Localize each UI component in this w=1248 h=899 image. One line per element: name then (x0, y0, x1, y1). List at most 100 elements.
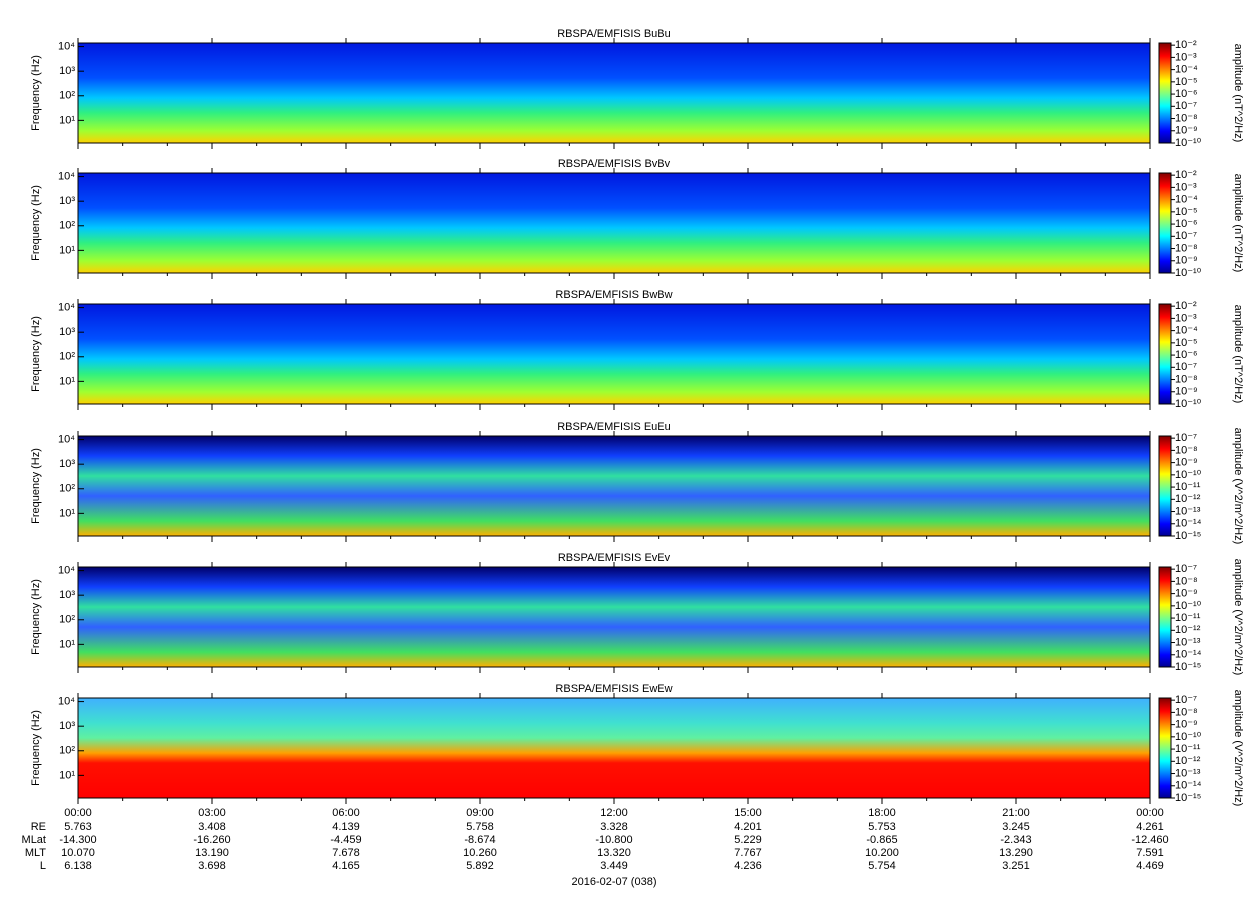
ephemeris-value: 13.320 (597, 847, 631, 859)
colorbar-label: amplitude (nT^2/Hz) (1232, 305, 1244, 404)
colorbar (1158, 42, 1172, 144)
ephemeris-value: 7.767 (734, 847, 762, 859)
colorbar-tick-label: 10⁻² (1175, 169, 1197, 181)
panel-title: RBSPA/EMFISIS BwBw (555, 289, 672, 301)
spectrogram (78, 567, 1150, 667)
ephemeris-value: 5.758 (466, 821, 494, 833)
colorbar-tick-label: 10⁻¹⁰ (1175, 267, 1202, 279)
y-tick-label: 10³ (59, 720, 75, 732)
colorbar-tick-label: 10⁻³ (1175, 51, 1197, 63)
ephemeris-label: L (40, 860, 46, 872)
colorbar-tick-label: 10⁻⁷ (1175, 230, 1197, 242)
colorbar-tick-label: 10⁻¹² (1175, 624, 1201, 636)
y-axis-label: Frequency (Hz) (30, 55, 42, 131)
spectrogram (78, 698, 1150, 798)
ephemeris-value: -16.260 (193, 834, 230, 846)
colorbar-tick-label: 10⁻¹⁰ (1175, 398, 1202, 410)
y-tick-label: 10⁴ (58, 433, 75, 445)
colorbar-tick-label: 10⁻¹⁴ (1175, 518, 1202, 530)
colorbar-tick-label: 10⁻⁸ (1175, 373, 1198, 385)
ephemeris-value: 5.763 (64, 821, 92, 833)
y-tick-label: 10² (59, 351, 75, 363)
colorbar-tick-label: 10⁻⁸ (1175, 112, 1198, 124)
colorbar-tick-label: 10⁻¹³ (1175, 505, 1201, 517)
colorbar-tick-label: 10⁻⁸ (1175, 706, 1198, 718)
colorbar-tick-label: 10⁻¹² (1175, 755, 1201, 767)
ephemeris-value: 4.236 (734, 860, 762, 872)
colorbar-tick-label: 10⁻¹⁴ (1175, 649, 1202, 661)
colorbar-tick-label: 10⁻⁷ (1175, 694, 1197, 706)
ephemeris-value: -0.865 (866, 834, 897, 846)
ephemeris-value: -12.460 (1131, 834, 1168, 846)
ephemeris-value: 4.261 (1136, 821, 1164, 833)
ephemeris-value: 10.260 (463, 847, 497, 859)
panel-title: RBSPA/EMFISIS BvBv (558, 158, 671, 170)
spectrogram (78, 43, 1150, 143)
ephemeris-value: 4.139 (332, 821, 360, 833)
colorbar-tick-label: 10⁻¹⁴ (1175, 780, 1202, 792)
colorbar-tick-label: 10⁻⁴ (1175, 64, 1198, 76)
colorbar-tick-label: 10⁻⁹ (1175, 386, 1198, 398)
y-tick-label: 10² (59, 483, 75, 495)
ephemeris-value: 13.290 (999, 847, 1033, 859)
x-tick-label: 18:00 (868, 807, 896, 819)
colorbar-tick-label: 10⁻⁶ (1175, 349, 1198, 361)
colorbar-tick-label: 10⁻⁹ (1175, 588, 1198, 600)
colorbar-tick-label: 10⁻¹⁰ (1175, 600, 1202, 612)
colorbar-tick-label: 10⁻¹³ (1175, 767, 1201, 779)
ephemeris-value: 3.408 (198, 821, 226, 833)
colorbar (1158, 303, 1172, 405)
y-axis-label: Frequency (Hz) (30, 316, 42, 392)
colorbar-tick-label: 10⁻⁷ (1175, 432, 1197, 444)
y-tick-label: 10² (59, 90, 75, 102)
ephemeris-value: -8.674 (464, 834, 495, 846)
ephemeris-value: 13.190 (195, 847, 229, 859)
ephemeris-value: 3.245 (1002, 821, 1030, 833)
colorbar-tick-label: 10⁻¹⁵ (1175, 530, 1201, 542)
ephemeris-label: MLat (22, 834, 46, 846)
colorbar-label: amplitude (V^2/m^2/Hz) (1232, 690, 1244, 807)
colorbar (1158, 172, 1172, 274)
y-tick-label: 10³ (59, 65, 75, 77)
colorbar-tick-label: 10⁻⁹ (1175, 457, 1198, 469)
colorbar-tick-label: 10⁻¹¹ (1175, 481, 1201, 493)
ephemeris-value: 3.328 (600, 821, 628, 833)
y-axis-label: Frequency (Hz) (30, 579, 42, 655)
panel-title: RBSPA/EMFISIS EuEu (557, 421, 671, 433)
y-tick-label: 10¹ (59, 375, 75, 387)
colorbar-tick-label: 10⁻⁶ (1175, 88, 1198, 100)
date-label: 2016-02-07 (038) (571, 876, 656, 888)
y-axis-label: Frequency (Hz) (30, 185, 42, 261)
ephemeris-value: 4.201 (734, 821, 762, 833)
colorbar-tick-label: 10⁻⁸ (1175, 242, 1198, 254)
colorbar-tick-label: 10⁻¹⁰ (1175, 469, 1202, 481)
y-tick-label: 10¹ (59, 507, 75, 519)
colorbar-tick-label: 10⁻⁷ (1175, 100, 1197, 112)
x-tick-label: 21:00 (1002, 807, 1030, 819)
colorbar-tick-label: 10⁻⁴ (1175, 325, 1198, 337)
y-tick-label: 10² (59, 745, 75, 757)
colorbar-label: amplitude (nT^2/Hz) (1232, 44, 1244, 143)
ephemeris-value: 5.229 (734, 834, 762, 846)
y-axis-label: Frequency (Hz) (30, 710, 42, 786)
colorbar-tick-label: 10⁻⁹ (1175, 255, 1198, 267)
colorbar (1158, 697, 1172, 799)
panel-title: RBSPA/EMFISIS BuBu (557, 28, 671, 40)
colorbar-tick-label: 10⁻⁵ (1175, 337, 1198, 349)
colorbar-tick-label: 10⁻⁸ (1175, 444, 1198, 456)
ephemeris-value: 4.469 (1136, 860, 1164, 872)
ephemeris-value: -10.800 (595, 834, 632, 846)
x-tick-label: 09:00 (466, 807, 494, 819)
ephemeris-value: 3.251 (1002, 860, 1030, 872)
colorbar-tick-label: 10⁻¹² (1175, 493, 1201, 505)
colorbar-tick-label: 10⁻³ (1175, 181, 1197, 193)
y-tick-label: 10⁴ (58, 695, 75, 707)
ephemeris-value: 10.070 (61, 847, 95, 859)
colorbar-tick-label: 10⁻¹³ (1175, 636, 1201, 648)
y-tick-label: 10³ (59, 195, 75, 207)
ephemeris-value: 3.698 (198, 860, 226, 872)
x-tick-label: 15:00 (734, 807, 762, 819)
ephemeris-label: RE (31, 821, 46, 833)
colorbar-tick-label: 10⁻² (1175, 39, 1197, 51)
y-tick-label: 10¹ (59, 114, 75, 126)
